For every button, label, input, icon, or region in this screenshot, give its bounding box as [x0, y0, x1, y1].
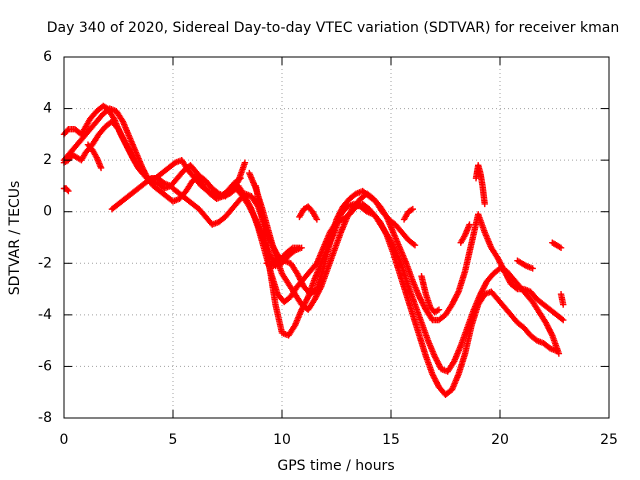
x-tick-label: 25	[600, 432, 618, 448]
data-point	[97, 164, 105, 172]
data-point	[553, 347, 560, 355]
series-10	[263, 244, 303, 270]
data-point	[237, 174, 244, 182]
y-tick-label: 4	[43, 101, 52, 117]
data-point	[560, 316, 567, 324]
y-tick-label: -2	[38, 255, 52, 271]
data-points	[60, 102, 567, 398]
x-tick-labels: 0 5 10 15 20 25	[60, 432, 618, 448]
data-point	[296, 244, 303, 252]
data-point	[236, 176, 243, 183]
series-4	[84, 141, 105, 172]
data-point	[241, 159, 249, 166]
y-tick-label: -6	[38, 358, 52, 374]
x-tick-label: 20	[491, 432, 509, 448]
data-point	[466, 221, 473, 228]
y-tick-label: 2	[43, 152, 52, 168]
axis-ticks	[63, 56, 610, 419]
data-point	[558, 315, 566, 323]
series-6	[169, 185, 419, 298]
series-14	[472, 162, 488, 208]
x-tick-label: 10	[273, 432, 291, 448]
series-12	[400, 205, 416, 223]
chart-title: Day 340 of 2020, Sidereal Day-to-day VTE…	[47, 20, 619, 36]
data-point	[529, 265, 536, 272]
series-5	[108, 174, 175, 213]
data-point	[313, 216, 321, 223]
y-tick-label: -4	[38, 307, 52, 323]
series-0	[60, 102, 249, 205]
series-17	[549, 239, 565, 252]
data-point	[247, 204, 254, 211]
data-point	[65, 187, 72, 195]
series-8	[246, 169, 567, 324]
data-point	[512, 284, 520, 292]
series-11	[296, 203, 321, 223]
series-18	[557, 291, 567, 308]
series-15	[457, 221, 473, 246]
y-axis-label: SDTVAR / TECUs	[7, 181, 23, 296]
data-point	[304, 295, 311, 302]
x-tick-label: 0	[60, 432, 69, 448]
data-point	[410, 241, 417, 248]
y-tick-labels: 6 4 2 0 -2 -4 -6 -8	[38, 49, 52, 426]
data-point	[454, 289, 462, 297]
series-3	[60, 185, 72, 195]
data-point	[146, 176, 154, 183]
series-16	[514, 257, 536, 272]
data-point	[409, 205, 416, 213]
data-point	[557, 244, 565, 252]
data-point	[411, 242, 419, 249]
data-point	[382, 230, 390, 237]
series-13	[418, 272, 443, 316]
y-tick-label: -8	[38, 410, 52, 426]
x-tick-label: 15	[382, 432, 400, 448]
data-point	[560, 301, 567, 308]
data-point	[548, 330, 555, 338]
x-axis-label: GPS time / hours	[277, 458, 394, 474]
data-point	[64, 186, 71, 193]
data-point	[435, 306, 443, 313]
data-point	[481, 200, 488, 208]
series-9	[252, 182, 560, 398]
data-point	[317, 284, 324, 292]
y-tick-label: 0	[43, 204, 52, 220]
plot-frame	[63, 56, 610, 419]
data-point	[288, 245, 295, 253]
y-tick-label: 6	[43, 49, 52, 65]
x-tick-label: 5	[169, 432, 178, 448]
